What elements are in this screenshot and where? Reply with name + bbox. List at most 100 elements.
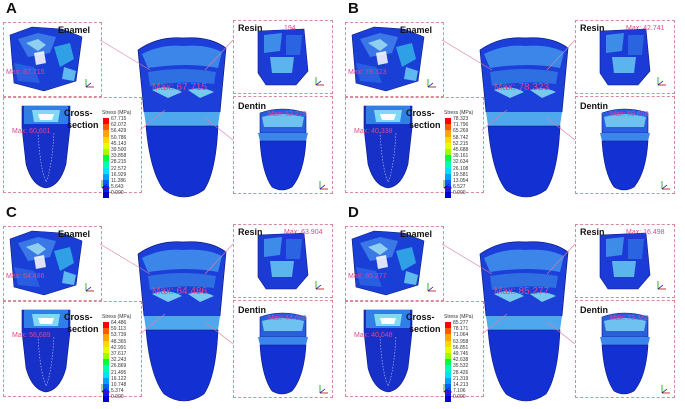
resin-max-label: Max: 16.498 bbox=[626, 229, 665, 236]
legend-value: 63.958 bbox=[453, 338, 469, 345]
legend-swatch bbox=[445, 130, 451, 137]
cross-section-box: Cross- section Max: 40.338 Stress (MPa) … bbox=[345, 97, 484, 199]
enamel-box: Enamel Max: 64.486 bbox=[3, 226, 102, 301]
enamel-label: Enamel bbox=[400, 229, 433, 239]
panel-letter: B bbox=[348, 0, 359, 17]
cross-section-label-line2: section bbox=[409, 120, 441, 130]
enamel-box: Enamel Max: 85.277 bbox=[345, 226, 444, 301]
enamel-model bbox=[9, 230, 83, 296]
legend-value: 0.000 bbox=[111, 190, 124, 197]
legend-value: 32.243 bbox=[111, 357, 127, 364]
figure-panel-c: C Enamel Max: 64.486 bbox=[0, 204, 342, 408]
resin-max-label: Max: 42.741 bbox=[626, 25, 665, 32]
enamel-box: Enamel Max: 67.715 bbox=[3, 22, 102, 97]
legend-swatch bbox=[103, 365, 109, 372]
legend-value: 71.796 bbox=[453, 122, 469, 129]
legend-value: 42.991 bbox=[111, 344, 127, 351]
tooth-model bbox=[479, 37, 569, 198]
legend-swatch bbox=[445, 340, 451, 347]
legend-values: 78.323 71.796 65.269 58.742 52.215 45.688 39.1… bbox=[453, 116, 468, 197]
legend-swatch bbox=[445, 334, 451, 341]
legend-value: 65.269 bbox=[453, 128, 469, 135]
axis-triad-icon bbox=[443, 180, 452, 189]
legend-swatch bbox=[103, 371, 109, 378]
axis-triad-icon bbox=[101, 384, 110, 393]
cross-section-box: Cross- section Max: 40.048 Stress (MPa) … bbox=[345, 301, 484, 403]
resin-box: Resin 194 bbox=[233, 20, 333, 94]
legend-swatch bbox=[445, 396, 451, 403]
resin-label: Resin bbox=[238, 23, 263, 33]
legend-swatch bbox=[103, 148, 109, 156]
legend-value: 26.869 bbox=[111, 363, 127, 370]
tooth-max-label: Max: 85.277 bbox=[494, 286, 550, 297]
legend-value: 32.634 bbox=[453, 159, 469, 166]
legend-swatch bbox=[103, 136, 109, 143]
axis-triad-icon bbox=[427, 283, 436, 292]
axis-triad-icon bbox=[85, 79, 94, 88]
legend-swatch bbox=[445, 167, 451, 174]
cross-section-label-line1: Cross- bbox=[64, 108, 93, 118]
figure-panel-a: A Enamel Max: 67.715 bbox=[0, 0, 342, 204]
legend-value: 26.108 bbox=[453, 165, 469, 172]
legend-swatch bbox=[445, 161, 451, 168]
legend-swatch bbox=[445, 365, 451, 372]
legend-value: 10.748 bbox=[111, 382, 127, 389]
legend-color-bar bbox=[103, 322, 109, 403]
legend-value: 5.374 bbox=[111, 388, 124, 395]
resin-max-label: 194 bbox=[284, 25, 296, 32]
dentin-max-label: Max: 73.362 bbox=[610, 315, 649, 322]
legend-value: 19.581 bbox=[453, 171, 469, 178]
legend-swatch bbox=[103, 352, 109, 360]
enamel-model bbox=[351, 230, 425, 296]
legend-swatch bbox=[445, 136, 451, 143]
legend-swatch bbox=[103, 186, 109, 193]
legend-swatch bbox=[445, 383, 451, 391]
legend-swatch bbox=[445, 186, 451, 193]
figure-panel-b: B Enamel Max: 78.323 bbox=[342, 0, 684, 204]
legend-value: 0.000 bbox=[111, 394, 124, 401]
legend-value: 28.215 bbox=[111, 159, 127, 166]
resin-model bbox=[599, 232, 651, 290]
legend-swatch bbox=[445, 124, 451, 131]
legend-value: 71.064 bbox=[453, 332, 469, 339]
legend-title: Stress (MPa) bbox=[102, 314, 132, 320]
cross-section-max-label: Max: 40.338 bbox=[354, 128, 393, 135]
legend-color-bar bbox=[445, 322, 451, 403]
legend-swatch bbox=[103, 155, 109, 162]
resin-label: Resin bbox=[580, 227, 605, 237]
legend-value: 62.072 bbox=[111, 122, 127, 129]
axis-triad-icon bbox=[427, 79, 436, 88]
legend-value: 11.286 bbox=[111, 178, 126, 185]
tooth-max-label: Max: 64.486 bbox=[152, 286, 208, 297]
cross-section-model bbox=[21, 105, 71, 189]
legend-value: 56.851 bbox=[453, 344, 469, 351]
cross-section-max-label: Max: 60.601 bbox=[12, 128, 51, 135]
legend-value: 48.365 bbox=[111, 338, 127, 345]
axis-triad-icon bbox=[661, 181, 670, 190]
legend-value: 52.215 bbox=[453, 140, 469, 147]
resin-box: Resin Max: 63.904 bbox=[233, 224, 333, 298]
legend-swatch bbox=[445, 359, 451, 366]
panel-letter: D bbox=[348, 204, 359, 221]
legend-swatch bbox=[103, 118, 109, 125]
resin-model bbox=[257, 232, 309, 290]
legend-value: 7.106 bbox=[453, 388, 466, 395]
legend-value: 64.486 bbox=[111, 320, 127, 326]
legend-value: 37.617 bbox=[111, 351, 127, 358]
enamel-max-label: Max: 85.277 bbox=[348, 273, 387, 280]
legend-swatch bbox=[103, 179, 109, 187]
dentin-max-label: Max: 59.858 bbox=[610, 111, 649, 118]
legend-swatch bbox=[103, 359, 109, 366]
cross-section-max-label: Max: 58.689 bbox=[12, 332, 51, 339]
dentin-box: Dentin Max: 59.858 bbox=[575, 96, 675, 194]
dentin-box: Dentin Max: 62.279 bbox=[233, 96, 333, 194]
resin-box: Resin Max: 42.741 bbox=[575, 20, 675, 94]
dentin-model bbox=[600, 312, 650, 395]
resin-box: Resin Max: 16.498 bbox=[575, 224, 675, 298]
legend-swatch bbox=[445, 155, 451, 162]
legend-swatch bbox=[445, 322, 451, 329]
legend-value: 59.113 bbox=[111, 326, 126, 333]
legend-value: 53.739 bbox=[111, 332, 127, 339]
legend-swatch bbox=[445, 328, 451, 335]
tooth-max-label: Max: 67.715 bbox=[152, 82, 208, 93]
